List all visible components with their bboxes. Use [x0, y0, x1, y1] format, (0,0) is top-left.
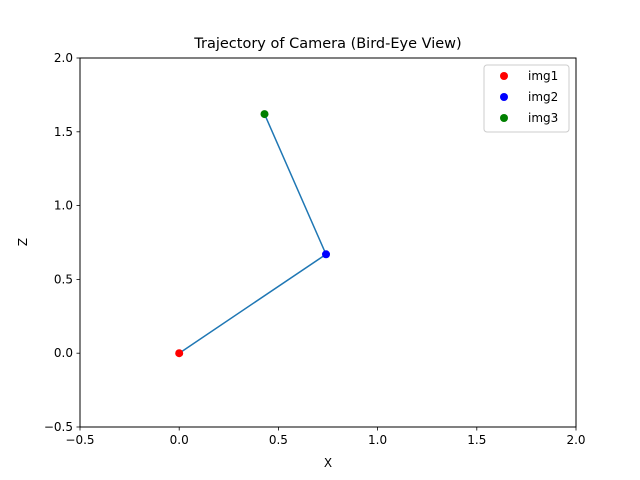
x-axis-ticks: −0.5 0.0 0.5 1.0 1.5 2.0 — [65, 427, 586, 447]
point-img2 — [322, 250, 331, 259]
legend-marker-img1 — [500, 72, 508, 80]
x-tick-label: −0.5 — [65, 433, 94, 447]
y-tick-label: 2.0 — [54, 51, 73, 65]
y-tick-label: −0.5 — [44, 420, 73, 434]
x-tick-label: 0.0 — [170, 433, 189, 447]
y-tick-label: 0.5 — [54, 272, 73, 286]
x-tick-label: 1.5 — [467, 433, 486, 447]
x-tick-label: 1.0 — [368, 433, 387, 447]
point-img3 — [260, 110, 269, 119]
y-tick-label: 1.5 — [54, 125, 73, 139]
y-tick-label: 1.0 — [54, 199, 73, 213]
legend: img1 img2 img3 — [483, 64, 570, 133]
y-axis-ticks: −0.5 0.0 0.5 1.0 1.5 2.0 — [44, 51, 80, 434]
x-axis-label: X — [324, 456, 332, 470]
legend-marker-img2 — [500, 93, 508, 101]
legend-marker-img3 — [500, 114, 508, 122]
point-img1 — [175, 349, 184, 358]
legend-items: img1 img2 img3 — [500, 69, 558, 125]
legend-label-img3: img3 — [528, 111, 558, 125]
legend-label-img1: img1 — [528, 69, 558, 83]
chart-title: Trajectory of Camera (Bird-Eye View) — [193, 36, 461, 52]
y-axis-label: Z — [16, 238, 30, 246]
x-tick-label: 2.0 — [566, 433, 585, 447]
x-tick-label: 0.5 — [269, 433, 288, 447]
legend-label-img2: img2 — [528, 90, 558, 104]
plot-frame — [79, 57, 577, 428]
points-layer — [175, 110, 331, 358]
y-tick-label: 0.0 — [54, 346, 73, 360]
